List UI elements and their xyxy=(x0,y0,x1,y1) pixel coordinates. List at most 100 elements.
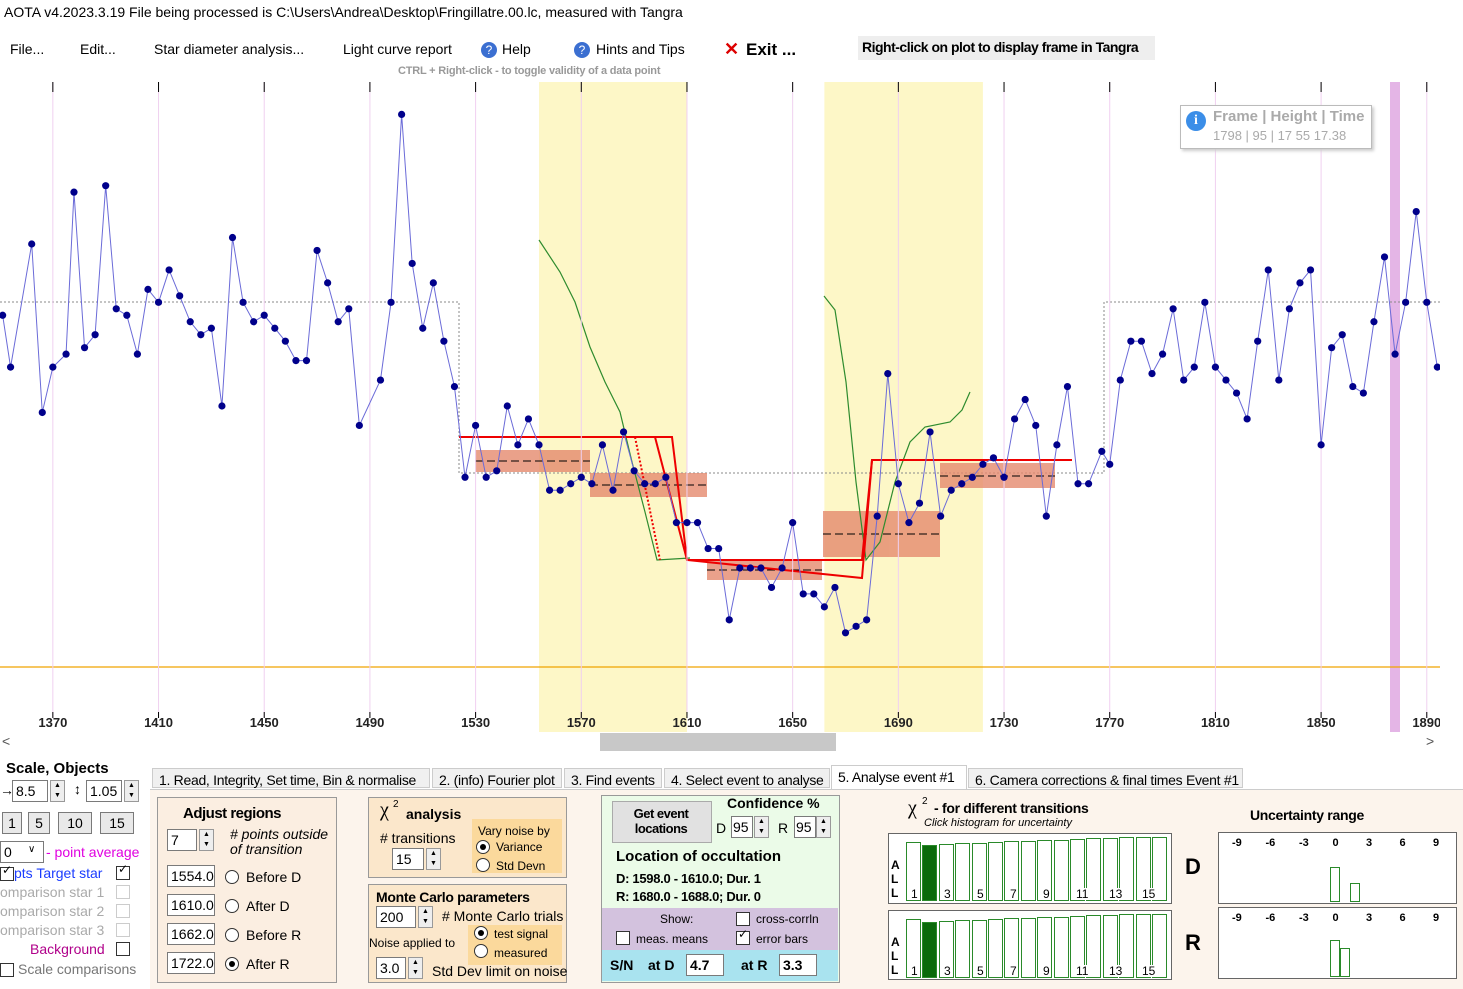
spin[interactable]: ▲ ▼ xyxy=(50,780,65,802)
step-button[interactable]: 5 xyxy=(28,812,50,834)
data-point xyxy=(1402,298,1410,306)
x-tick-label: 1530 xyxy=(461,715,490,730)
data-point xyxy=(281,337,289,345)
menu-hints[interactable]: Hints and Tips xyxy=(596,41,685,57)
target-checkbox-2[interactable] xyxy=(116,866,130,880)
step-button[interactable]: 1 xyxy=(2,812,22,834)
tab-selected[interactable]: 5. Analyse event #1 xyxy=(831,765,967,789)
data-point xyxy=(1275,376,1283,384)
data-point xyxy=(1328,344,1336,352)
menu-report[interactable]: Light curve report xyxy=(343,41,452,57)
spin[interactable]: ▲ ▼ xyxy=(418,906,433,928)
uncertainty-tick: 0 xyxy=(1332,837,1339,849)
hist-d-label: D xyxy=(1185,854,1201,879)
region-input[interactable]: 1722.0 xyxy=(167,952,215,974)
conf-d-input[interactable]: 95 xyxy=(731,816,753,838)
histogram-bar xyxy=(971,919,987,978)
spin[interactable]: ▲ ▼ xyxy=(124,780,139,802)
histogram-tick: 15 xyxy=(1142,964,1156,978)
comparison-checkbox[interactable] xyxy=(116,885,130,899)
data-point xyxy=(1011,415,1019,423)
data-point xyxy=(672,519,681,527)
radio[interactable] xyxy=(225,957,239,971)
comparison-checkbox[interactable] xyxy=(116,904,130,918)
histogram-bar xyxy=(938,843,954,901)
spin[interactable]: ▲ ▼ xyxy=(408,957,423,979)
radio[interactable] xyxy=(225,899,239,913)
menu-edit[interactable]: Edit... xyxy=(80,41,116,57)
data-point xyxy=(1222,376,1230,384)
data-point xyxy=(1433,363,1440,371)
region-input[interactable]: 1554.0 xyxy=(167,865,215,887)
step-button[interactable]: 10 xyxy=(58,812,92,834)
histogram-bar xyxy=(1086,915,1102,978)
data-point xyxy=(62,350,70,358)
scroll-right[interactable]: > xyxy=(1426,733,1435,749)
radio[interactable] xyxy=(474,926,488,940)
conf-r-input[interactable]: 95 xyxy=(794,816,816,838)
tab[interactable]: 2. (info) Fourier plot xyxy=(432,768,562,788)
menu-file[interactable]: File... xyxy=(10,41,45,57)
location-d: D: 1598.0 - 1610.0; Dur. 1 xyxy=(616,871,761,886)
trials-input[interactable]: 200 xyxy=(376,906,416,928)
step-button[interactable]: 15 xyxy=(100,812,134,834)
histogram-tick: 1 xyxy=(911,964,918,978)
target-checkbox[interactable] xyxy=(0,867,14,881)
x-scale-input[interactable]: 8.5 xyxy=(12,780,48,802)
radio[interactable] xyxy=(476,858,490,872)
tab[interactable]: 6. Camera corrections & final times Even… xyxy=(968,768,1243,788)
tooltip xyxy=(1180,105,1372,149)
spin[interactable]: ▲ ▼ xyxy=(199,829,214,851)
x-tick-label: 1370 xyxy=(38,715,67,730)
point-average-select[interactable]: 0 xyxy=(0,841,44,863)
tab[interactable]: 4. Select event to analyse xyxy=(664,768,830,788)
region-input[interactable]: 1610.0 xyxy=(167,894,215,916)
error-bars-checkbox[interactable] xyxy=(736,931,750,945)
menu-star-diameter[interactable]: Star diameter analysis... xyxy=(154,41,305,57)
data-point xyxy=(820,603,828,611)
objects-title: Scale, Objects xyxy=(6,760,109,777)
spin[interactable]: ▲ ▼ xyxy=(754,816,769,838)
toggle-hint: CTRL + Right-click - to toggle validity … xyxy=(398,65,661,77)
data-point xyxy=(228,233,237,242)
chi-exponent: 2 xyxy=(393,799,399,810)
spin[interactable]: ▲ ▼ xyxy=(816,816,831,838)
radio[interactable] xyxy=(225,928,239,942)
background-checkbox[interactable] xyxy=(116,942,130,956)
region-input[interactable]: 1662.0 xyxy=(167,923,215,945)
light-curve-plot[interactable]: 1370 1410 1450 1490 1530 1570 1610 1650 1690 1730… xyxy=(0,82,1440,732)
scale-checkbox[interactable] xyxy=(0,963,14,977)
data-point xyxy=(567,480,575,488)
means-checkbox[interactable] xyxy=(616,931,630,945)
scroll-thumb[interactable] xyxy=(600,733,836,751)
histogram-tick: 9 xyxy=(1043,887,1050,901)
radio[interactable] xyxy=(225,870,239,884)
tab[interactable]: 3. Find events xyxy=(564,768,662,788)
chi2-hint: Click histogram for uncertainty xyxy=(924,817,1072,829)
data-point xyxy=(250,318,258,326)
scroll-left[interactable]: < xyxy=(2,733,11,749)
get-event-button[interactable] xyxy=(612,801,712,843)
data-point xyxy=(1190,363,1198,371)
menu-exit[interactable]: Exit ... xyxy=(746,40,797,59)
histogram-bar xyxy=(988,842,1003,901)
data-point xyxy=(355,421,363,430)
cross-checkbox[interactable] xyxy=(736,912,750,926)
limit-input[interactable]: 3.0 xyxy=(376,957,406,979)
transitions-input[interactable]: 15 xyxy=(392,848,424,870)
points-outside-input[interactable]: 7 xyxy=(167,829,197,851)
data-point xyxy=(218,402,226,410)
histogram-tick: 11 xyxy=(1076,887,1089,901)
tab[interactable]: 1. Read, Integrity, Set time, Bin & norm… xyxy=(152,768,430,788)
radio[interactable] xyxy=(474,944,488,958)
comparison-checkbox[interactable] xyxy=(116,923,130,937)
data-point xyxy=(450,382,459,391)
all-label: ALL xyxy=(891,935,900,977)
y-scale-input[interactable]: 1.05 xyxy=(86,780,122,802)
data-point xyxy=(873,512,881,520)
data-point xyxy=(271,324,279,332)
menu-help[interactable]: Help xyxy=(502,41,531,57)
data-point xyxy=(841,629,850,637)
radio[interactable] xyxy=(476,840,490,854)
spin[interactable]: ▲ ▼ xyxy=(426,848,441,870)
